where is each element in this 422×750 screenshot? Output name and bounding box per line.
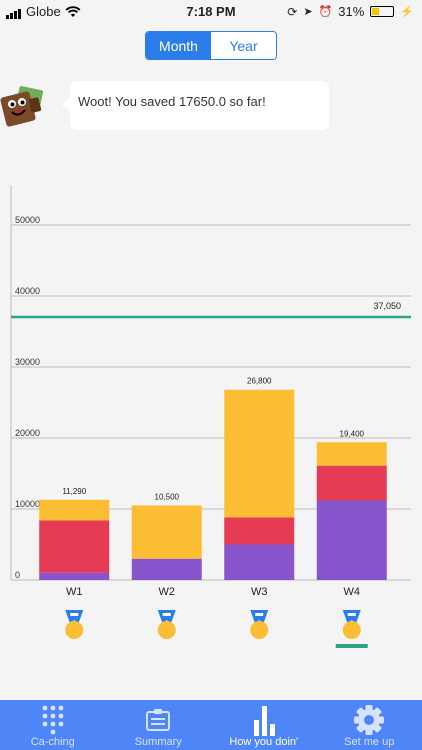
x-tick-label: W1	[66, 586, 83, 598]
tab-label: Summary	[134, 736, 182, 748]
rotation-lock-icon: ⟳	[287, 4, 298, 19]
tab-bar: Ca-ching Summary How you doin' Set me up	[0, 700, 422, 750]
medal-ribbon-icon	[342, 610, 361, 624]
bar-segment	[224, 389, 295, 518]
x-tick-label: W3	[251, 586, 268, 598]
bar-total-label: 19,400	[340, 429, 365, 438]
y-tick-label: 40000	[15, 286, 40, 296]
bar-segment	[316, 442, 387, 466]
bar-total-label: 10,500	[155, 492, 180, 501]
selected-week-indicator	[335, 644, 368, 648]
medal-icon	[342, 621, 361, 639]
target-label: 37,050	[373, 301, 401, 311]
bar-segment	[131, 558, 202, 580]
status-right: ⟳ ➤ ⏰ 31% ⚡	[287, 4, 414, 19]
battery-level	[372, 8, 380, 15]
medal-ribbon-stripe	[347, 613, 356, 616]
medal-ribbon-stripe	[70, 613, 79, 616]
bar-chart-icon	[253, 706, 275, 736]
medal-icon	[157, 621, 176, 639]
tab-label: Set me up	[344, 736, 395, 748]
x-tick-label: W4	[344, 586, 361, 598]
medal-icon	[250, 621, 269, 639]
y-tick-label: 20000	[15, 428, 40, 438]
summary-card-icon	[146, 709, 171, 731]
status-bar: Globe 7:18 PM ⟳ ➤ ⏰ 31% ⚡	[0, 0, 422, 24]
battery-icon	[370, 6, 395, 17]
message-bubble: Woot! You saved 17650.0 so far!	[62, 81, 329, 130]
medal-ribbon-icon	[250, 610, 269, 624]
status-left: Globe	[6, 4, 81, 19]
dial-pad-icon	[42, 705, 64, 735]
bar-segment	[224, 517, 295, 545]
tab-set-me-up[interactable]: Set me up	[317, 700, 422, 750]
tab-label: Ca-ching	[30, 736, 75, 748]
bar-segment	[39, 572, 110, 580]
month-segment[interactable]: Month	[146, 32, 211, 59]
carrier-name: Globe	[26, 4, 61, 19]
tab-ca-ching[interactable]: Ca-ching	[0, 700, 106, 750]
tab-how-you-doin[interactable]: How you doin'	[211, 700, 317, 750]
y-tick-label: 0	[15, 570, 20, 580]
y-tick-label: 10000	[15, 499, 40, 509]
gear-icon	[354, 705, 385, 735]
signal-icon	[6, 4, 22, 19]
location-icon: ➤	[303, 6, 313, 18]
bar-segment	[316, 465, 387, 501]
bar-segment	[224, 544, 295, 580]
bar-segment	[39, 499, 110, 521]
medal-ribbon-stripe	[162, 613, 171, 616]
battery-percent: 31%	[338, 4, 365, 19]
bar-total-label: 26,800	[247, 377, 272, 386]
y-tick-label: 30000	[15, 357, 40, 367]
savings-message: Woot! You saved 17650.0 so far!	[78, 94, 266, 109]
bar-segment	[131, 505, 202, 559]
bar-segment	[39, 520, 110, 573]
weekly-savings-chart: 0 10000 20000 30000 40000 50000 11,290 W1 10,500…	[10, 185, 411, 648]
status-time: 7:18 PM	[186, 4, 236, 19]
x-tick-label: W2	[159, 586, 176, 598]
bar-segment	[316, 500, 387, 580]
tab-label: How you doin'	[229, 736, 299, 748]
wifi-icon	[65, 5, 81, 17]
medal-icon	[65, 621, 84, 639]
y-tick-label: 50000	[15, 215, 40, 225]
charging-icon: ⚡	[400, 6, 414, 18]
year-segment[interactable]: Year	[211, 32, 276, 59]
medal-ribbon-stripe	[255, 613, 264, 616]
tab-summary[interactable]: Summary	[106, 700, 212, 750]
medal-ribbon-icon	[65, 610, 84, 624]
alarm-icon: ⏰	[318, 6, 333, 18]
period-toggle[interactable]: Month Year	[145, 31, 277, 60]
medal-ribbon-icon	[157, 610, 176, 624]
bar-total-label: 11,290	[62, 487, 86, 496]
wallet-mascot-icon	[0, 86, 44, 127]
